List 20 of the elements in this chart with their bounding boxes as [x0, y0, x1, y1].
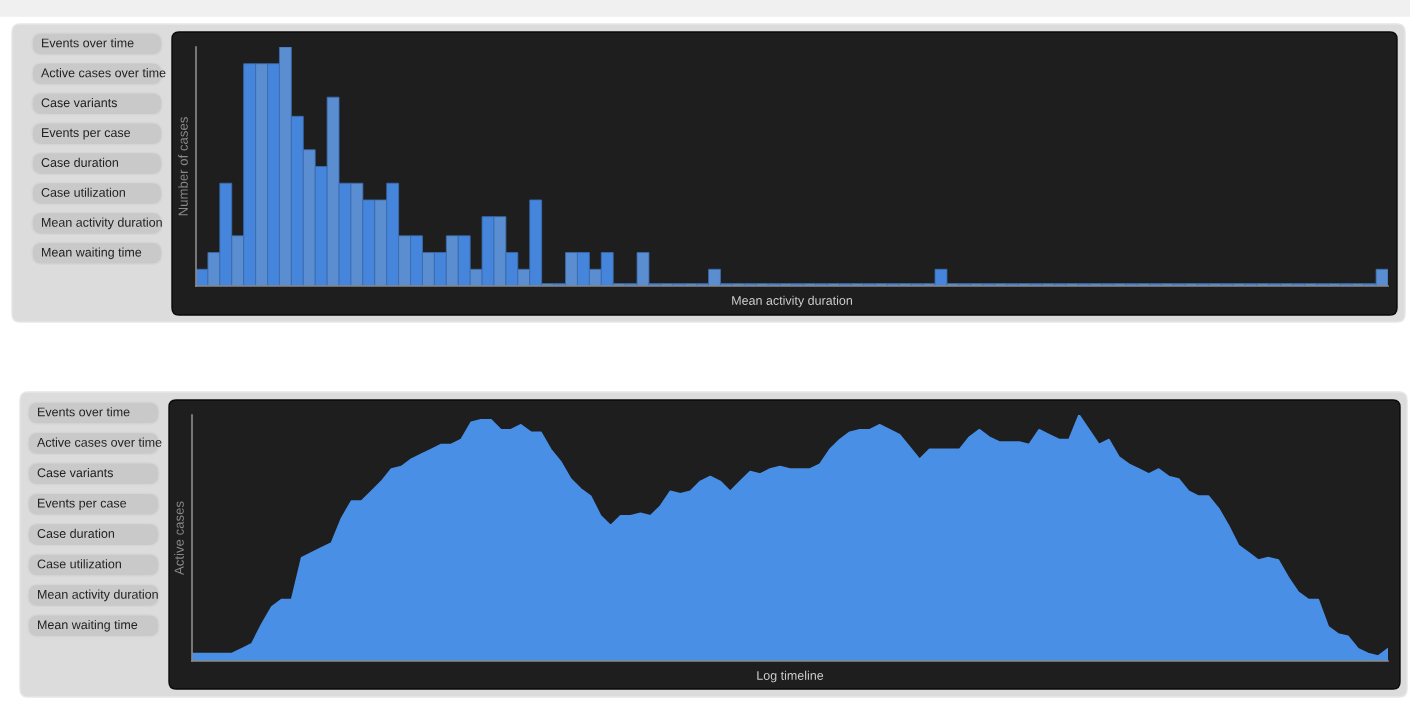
text: Mean waiting time	[38, 619, 138, 632]
x-axis-title: Mean activity duration	[732, 295, 852, 308]
text: Events over time	[42, 38, 134, 48]
text: Case utilization	[37, 559, 121, 569]
text: Mean waiting time	[42, 247, 142, 260]
y-axis-title: Number of cases	[178, 117, 188, 216]
text: Case duration	[41, 157, 119, 167]
text: Case variants	[41, 97, 117, 108]
text: Mean activity duration	[38, 589, 158, 602]
y-axis-title: Active cases	[174, 501, 184, 575]
text: Case utilization	[41, 187, 125, 197]
x-axis-title: Log timeline	[757, 670, 824, 683]
text: Mean activity duration	[42, 217, 162, 230]
text: Case variants	[37, 467, 113, 478]
text: Events over time	[38, 407, 130, 417]
text: Active cases over time	[41, 68, 166, 78]
text: Events per case	[38, 498, 127, 511]
text: Events per case	[42, 128, 131, 140]
text: Active cases over time	[37, 437, 162, 447]
text: Case duration	[37, 528, 115, 538]
